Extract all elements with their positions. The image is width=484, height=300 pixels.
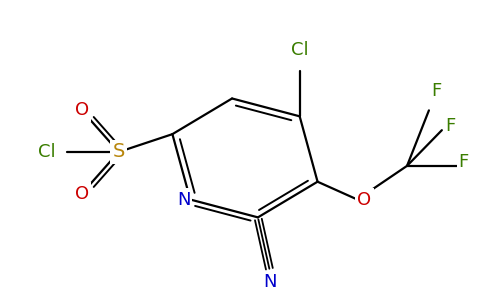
Text: O: O [75, 101, 89, 119]
Text: Cl: Cl [38, 143, 56, 161]
Text: F: F [445, 117, 455, 135]
Text: N: N [263, 273, 276, 291]
Text: N: N [177, 190, 190, 208]
Text: O: O [357, 190, 371, 208]
Text: F: F [459, 153, 469, 171]
Text: O: O [75, 184, 89, 202]
Text: Cl: Cl [291, 41, 308, 59]
Text: F: F [431, 82, 441, 100]
Text: S: S [112, 142, 125, 161]
